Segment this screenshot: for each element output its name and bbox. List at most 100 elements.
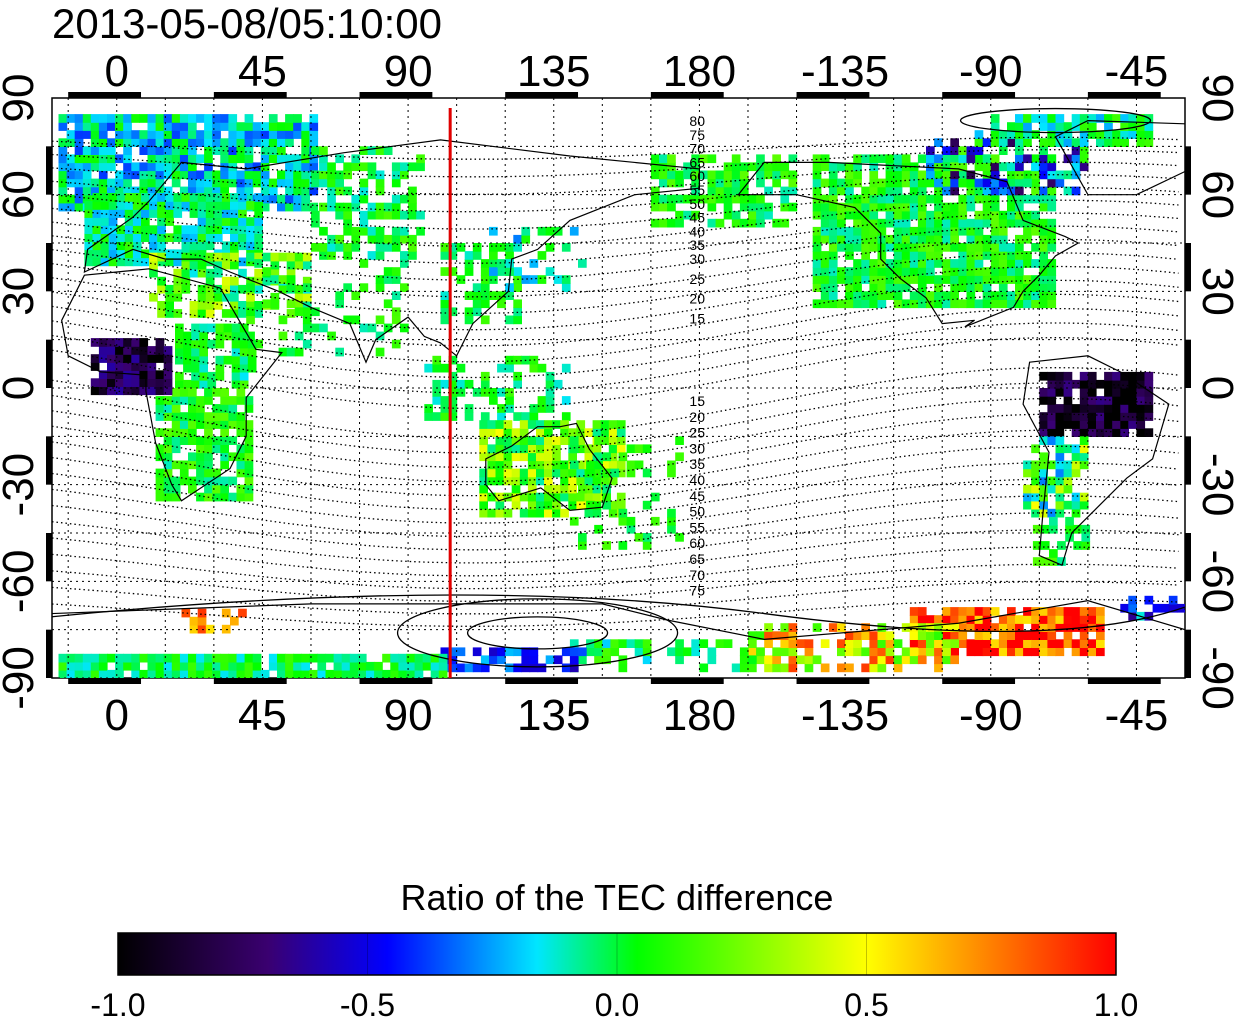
tec-cell [990, 251, 1000, 260]
tec-cell [626, 444, 636, 454]
tec-cell [497, 291, 506, 300]
tec-cell [212, 130, 221, 139]
tec-cell [1047, 379, 1057, 389]
tec-cell [731, 186, 741, 196]
tec-cell [934, 138, 943, 147]
tec-cell [115, 653, 124, 663]
tec-cell [246, 225, 255, 234]
tec-cell [351, 234, 361, 244]
tec-cell [837, 267, 846, 276]
tec-cell [123, 354, 132, 363]
tec-cell [529, 404, 539, 413]
tec-cell [982, 299, 992, 309]
tec-cell [155, 653, 165, 663]
tec-cell [319, 146, 328, 155]
tec-cell [254, 309, 263, 318]
tec-cell [351, 162, 361, 172]
tec-cell [592, 508, 602, 518]
tec-cell [780, 170, 790, 180]
tec-cell [440, 243, 450, 252]
tec-cell [171, 396, 181, 405]
tec-cell [236, 428, 246, 437]
tec-cell [845, 299, 854, 309]
tec-cell [837, 234, 846, 244]
tec-cell [521, 663, 531, 673]
tec-cell [74, 186, 84, 196]
tec-cell [244, 154, 254, 164]
tec-cell [1031, 631, 1040, 640]
tec-cell [812, 226, 822, 236]
tec-cell [505, 267, 514, 276]
tec-cell [115, 362, 124, 371]
tec-cell [189, 209, 199, 218]
tec-cell [456, 275, 466, 284]
tec-cell [536, 492, 545, 502]
tec-cell [207, 379, 217, 389]
tec-cell [1055, 114, 1065, 123]
tec-cell [584, 428, 594, 437]
tec-cell [568, 476, 577, 486]
tec-cell [1136, 396, 1146, 405]
tec-cell [1073, 541, 1082, 550]
tec-cell [527, 484, 537, 494]
tec-cell [1079, 388, 1089, 397]
tec-cell [497, 363, 506, 373]
tec-cell [626, 468, 636, 478]
tec-cell [576, 444, 586, 454]
tec-cell [238, 193, 247, 202]
tec-cell [1104, 404, 1113, 413]
tec-cell [1040, 524, 1050, 534]
tec-cell [1087, 607, 1097, 616]
tec-cell [1081, 541, 1091, 550]
tec-cell [497, 388, 506, 397]
tec-cell [594, 452, 603, 462]
tec-cell [966, 267, 976, 276]
tec-cell [319, 178, 328, 188]
tec-cell [205, 217, 215, 226]
tec-cell [165, 292, 174, 302]
tec-cell [497, 259, 506, 268]
tec-cell [950, 146, 959, 155]
contour-label: 55 [689, 182, 705, 198]
tec-cell [731, 218, 741, 228]
tec-cell [171, 492, 181, 502]
y-tick-right: -90 [1193, 646, 1240, 710]
tec-cell [544, 484, 553, 494]
tec-cell [440, 307, 450, 317]
tec-cell [845, 291, 854, 300]
tec-cell [893, 234, 903, 244]
tec-cell [828, 170, 838, 180]
tec-cell [1031, 154, 1040, 164]
tec-cell [1039, 508, 1048, 518]
tec-cell [116, 233, 126, 242]
frame-bar-top [942, 92, 1016, 98]
contour-label: 65 [689, 154, 705, 170]
tec-cell [926, 251, 935, 260]
tec-cell [163, 114, 173, 123]
tec-cell [448, 355, 458, 365]
colorbar: Ratio of the TEC difference -1.0 -0.5 0.0 0… [90, 877, 1138, 1023]
tec-cell [189, 241, 199, 251]
tec-cell [552, 460, 561, 470]
tec-cell [311, 323, 320, 333]
tec-cell [990, 178, 1000, 188]
tec-cell [1031, 468, 1040, 478]
tec-cell [1079, 607, 1089, 616]
tec-cell [480, 655, 490, 665]
tec-cell [107, 354, 116, 363]
tec-cell [1039, 218, 1048, 228]
tec-cell [82, 170, 92, 180]
tec-cell [231, 355, 241, 365]
contour-label: 50 [689, 196, 705, 212]
tec-cell [820, 234, 830, 244]
tec-cell [215, 323, 225, 333]
tec-cell [179, 436, 189, 445]
tec-cell [739, 186, 749, 196]
tec-cell [861, 291, 870, 300]
tec-cell [181, 233, 191, 242]
tec-cell [942, 178, 951, 188]
tec-cell [642, 500, 652, 510]
tec-cell [1039, 154, 1048, 164]
tec-cell [294, 301, 304, 310]
tec-cell [58, 661, 68, 671]
